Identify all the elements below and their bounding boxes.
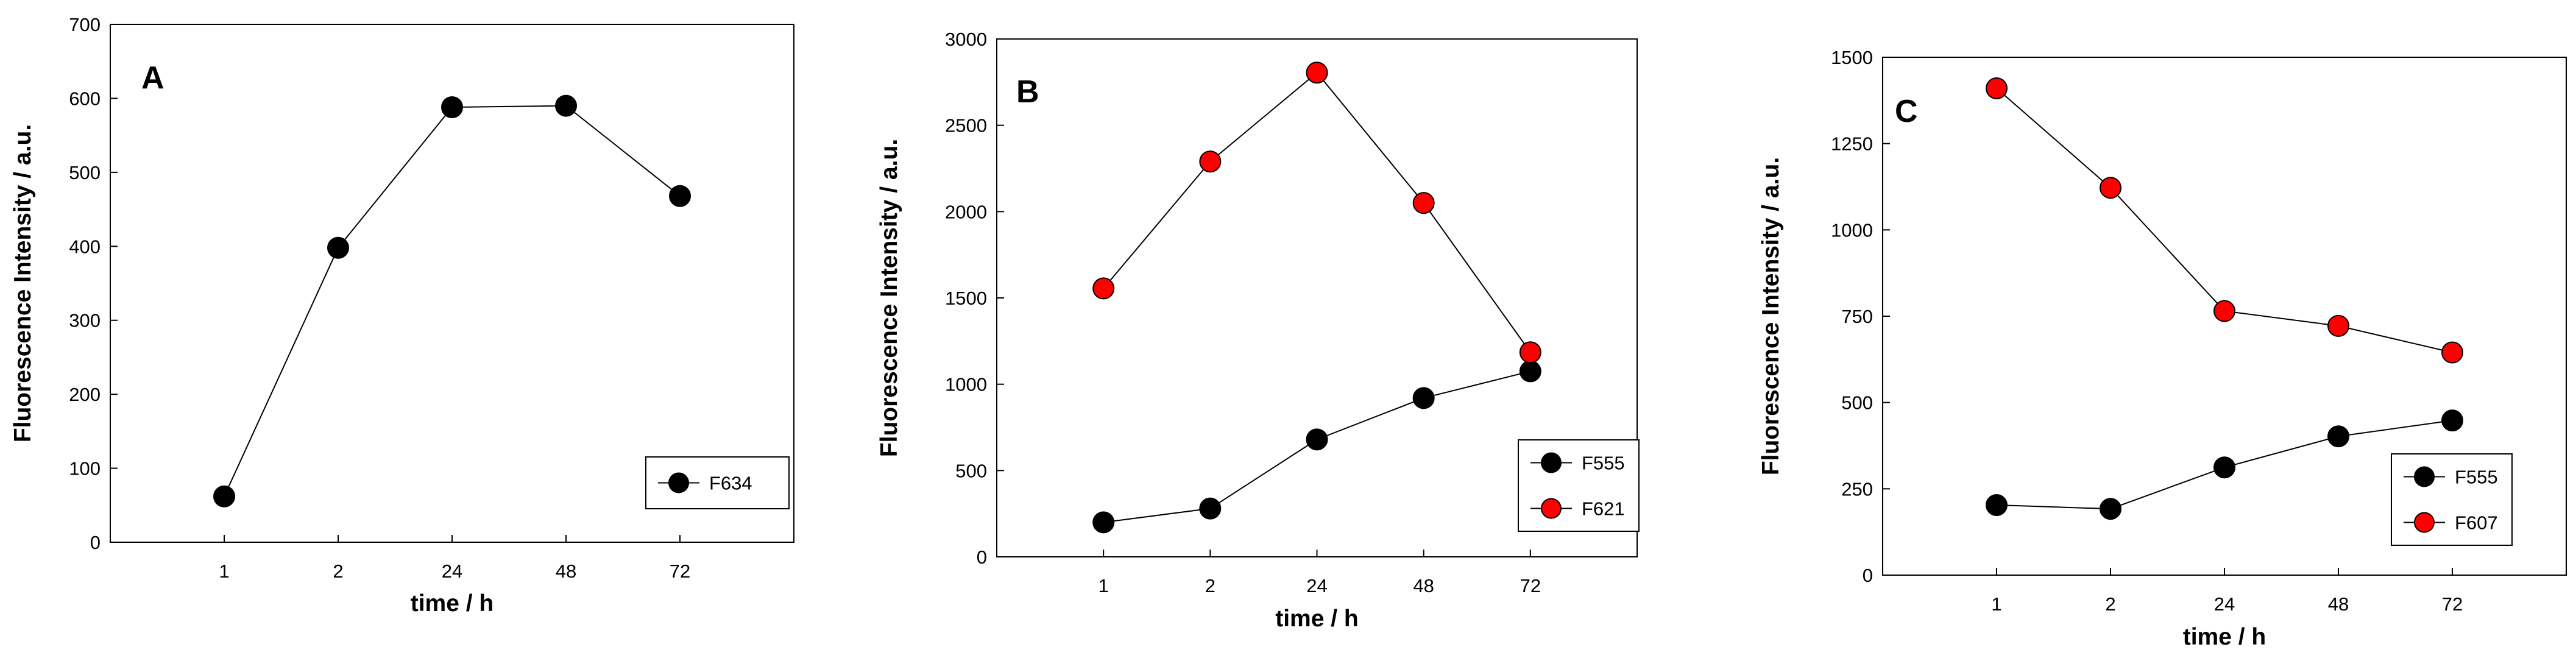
y-tick-label: 500	[955, 460, 987, 481]
data-point-f607	[2100, 177, 2121, 199]
y-tick-label: 1000	[1831, 219, 1873, 241]
data-point-f621	[1412, 192, 1435, 214]
legend-marker	[1541, 498, 1562, 519]
data-point-f555	[2441, 409, 2463, 432]
x-tick-label: 24	[442, 561, 462, 582]
chart-panel-b: 0 500 1000 1500 2000 2500 3000 1 2 24 48 72 time / h…	[876, 29, 1640, 632]
x-tick-label: 1	[219, 561, 229, 582]
data-point-f634	[669, 185, 691, 207]
y-tick-label: 750	[1841, 306, 1873, 327]
x-axis-label: time / h	[1275, 606, 1359, 632]
data-point-f555	[1986, 493, 2008, 516]
x-tick-label: 48	[556, 561, 576, 582]
series-line-f621	[1103, 71, 1531, 353]
y-axis-label: Fluorescence Intensity / a.u.	[1758, 157, 1784, 475]
y-tick-label: 700	[69, 14, 101, 35]
y-tick-label: 1250	[1831, 133, 1873, 155]
y-tick-label: 100	[69, 458, 101, 479]
data-point-f634	[327, 236, 349, 259]
x-axis-label: time / h	[411, 590, 494, 617]
data-point-f634	[441, 96, 463, 118]
y-tick-label: 2500	[945, 115, 987, 136]
y-tick-label: 3000	[945, 29, 987, 50]
x-tick-label: 1	[1991, 593, 2001, 615]
x-tick-label: 24	[1306, 575, 1327, 596]
legend-label: F555	[1582, 453, 1625, 474]
y-tick-label: 1000	[945, 374, 987, 395]
y-tick-label: 500	[1841, 392, 1873, 414]
legend-marker	[2414, 466, 2435, 487]
legend-box	[1518, 439, 1640, 532]
y-tick-label: 300	[69, 310, 101, 331]
x-tick-label: 72	[1520, 575, 1541, 596]
y-tick-label: 0	[1863, 565, 1873, 586]
data-point-f621	[1092, 277, 1115, 300]
legend-label: F621	[1582, 498, 1625, 520]
x-tick-label: 48	[1413, 575, 1434, 596]
series-line-f634	[224, 105, 681, 497]
legend-box	[2391, 453, 2513, 546]
data-point-f555	[1199, 497, 1222, 520]
data-point-f607	[2213, 300, 2235, 322]
legend-marker	[2414, 512, 2435, 533]
data-point-f634	[213, 485, 235, 508]
data-point-f621	[1306, 62, 1328, 84]
y-tick-label: 0	[977, 546, 987, 568]
y-axis-label: Fluorescence Intensity / a.u.	[10, 124, 36, 442]
legend-label: F607	[2455, 512, 2498, 534]
data-point-f621	[1519, 341, 1541, 364]
y-tick-label: 500	[69, 162, 101, 183]
x-tick-label: 2	[1205, 575, 1215, 596]
panel-letter: B	[1016, 74, 1039, 110]
y-tick-label: 0	[90, 532, 101, 553]
x-axis-label: time / h	[2183, 624, 2266, 650]
chart-panel-a: 0 100 200 300 400 500 600 700 1 2 24 48 72 time / h Fl…	[10, 14, 794, 617]
panel-letter: A	[141, 60, 165, 96]
legend: F555 F607	[2391, 453, 2513, 546]
data-point-f634	[555, 94, 577, 117]
data-point-f607	[2441, 341, 2463, 364]
x-tick-label: 48	[2328, 593, 2349, 615]
data-point-f555	[2327, 425, 2349, 448]
legend: F555 F621	[1518, 439, 1640, 532]
x-tick-label: 1	[1099, 575, 1109, 596]
y-tick-label: 600	[69, 88, 101, 109]
y-tick-label: 1500	[945, 288, 987, 309]
legend-marker	[1541, 452, 1562, 473]
data-point-f607	[1986, 77, 2008, 99]
data-point-f555	[2100, 498, 2121, 520]
chart-panel-c: 0 250 500 750 1000 1250 1500 1 2 24 48 72 time / h Fl…	[1758, 47, 2567, 650]
data-point-f555	[1306, 428, 1328, 451]
data-point-f607	[2327, 314, 2349, 337]
x-tick-label: 2	[2105, 593, 2115, 615]
data-point-f555	[1519, 360, 1541, 383]
data-point-f555	[1412, 387, 1435, 409]
legend-marker	[668, 472, 689, 493]
x-tick-label: 72	[670, 561, 690, 582]
legend-label: F555	[2455, 467, 2498, 488]
y-tick-label: 200	[69, 384, 101, 405]
legend-label: F634	[709, 473, 752, 494]
data-point-f621	[1199, 150, 1222, 173]
data-point-f555	[2213, 456, 2235, 479]
y-tick-label: 1500	[1831, 47, 1873, 68]
legend: F634	[645, 456, 790, 509]
x-tick-label: 72	[2442, 593, 2463, 615]
y-tick-label: 2000	[945, 201, 987, 222]
data-point-f555	[1092, 511, 1115, 534]
x-tick-label: 24	[2214, 593, 2235, 615]
x-tick-label: 2	[333, 561, 343, 582]
y-axis-label: Fluorescence Intensity / a.u.	[876, 139, 902, 457]
y-tick-label: 400	[69, 236, 101, 257]
panel-letter: C	[1895, 94, 1918, 129]
y-tick-label: 250	[1841, 478, 1873, 500]
